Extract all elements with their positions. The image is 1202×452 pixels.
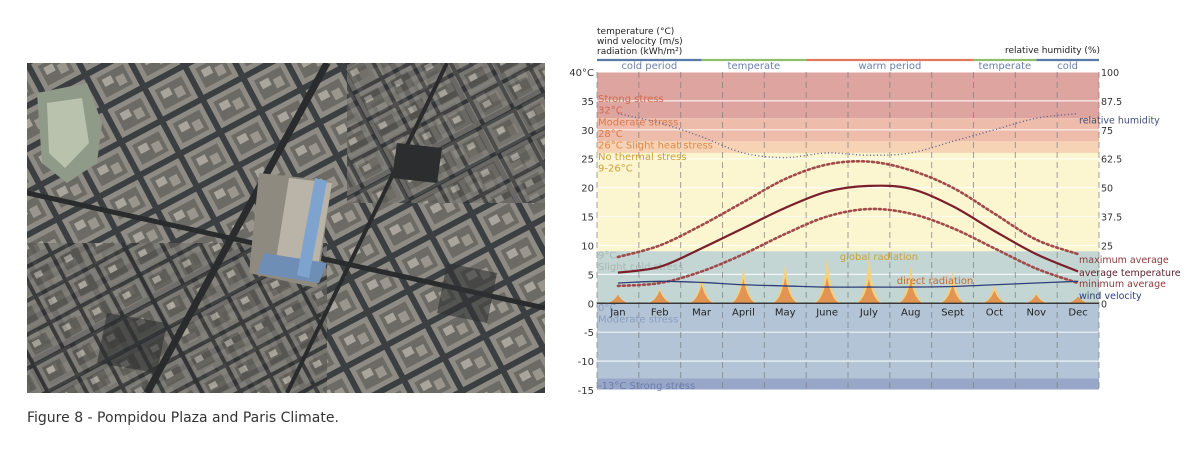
left-axis-title-1: wind velocity (m/s): [597, 37, 683, 47]
band-label-3: 28°C: [598, 129, 623, 140]
month-label-3: April: [732, 307, 755, 318]
direct-radiation-peak-9: [980, 290, 1009, 304]
band-label-1: 32°C: [598, 106, 623, 117]
band-label-9: 0°C: [598, 303, 616, 314]
right-tick-6: 25: [1101, 241, 1113, 252]
aerial-city-photo-icon: [26, 61, 546, 395]
left-tick-5: 15: [581, 213, 594, 224]
band-label-4: 26°C Slight heat stress: [598, 140, 713, 151]
left-tick-6: 10: [581, 241, 594, 252]
month-label-9: Oct: [986, 307, 1003, 318]
month-label-10: Nov: [1026, 307, 1046, 318]
direct-radiation-peak-2: [687, 284, 716, 304]
left-tick-9: -5: [584, 328, 594, 339]
climate-chart: cold period temperate warm period temperate…: [560, 18, 1200, 403]
direct-radiation-peak-7: [896, 281, 925, 304]
month-label-6: July: [859, 307, 878, 318]
direct-radiation-peak-4: [771, 277, 800, 304]
direct-radiation-peak-5: [812, 277, 842, 304]
month-label-8: Sept: [941, 307, 964, 318]
band-label-10: Moderate stress: [598, 314, 678, 325]
left-tick-3: 25: [581, 155, 594, 166]
month-label-2: Mar: [692, 307, 712, 318]
left-tick-10: -10: [578, 357, 594, 368]
left-tick-4: 20: [581, 184, 594, 195]
right-tick-0: 100: [1101, 68, 1119, 79]
band-label-7: 9°C: [598, 250, 616, 261]
direct-radiation-peak-10: [1022, 294, 1051, 304]
direct-radiation-peak-11: [1063, 296, 1093, 304]
right-tick-7: 0: [1101, 299, 1107, 310]
right-legend-0: maximum average: [1079, 255, 1169, 266]
month-label-4: May: [775, 307, 796, 318]
period-label-0: cold period: [621, 61, 677, 72]
right-legend-2: minimum average: [1079, 279, 1166, 290]
band-label-11: -13°C Strong stress: [598, 381, 695, 392]
series-line-0: [616, 159, 1080, 259]
right-legend-1: average temperature: [1079, 268, 1181, 279]
band-label-0: Strong stress: [598, 94, 664, 105]
month-label-5: June: [815, 307, 838, 318]
month-label-1: Feb: [651, 307, 669, 318]
direct-radiation-peak-8: [938, 284, 967, 304]
left-tick-11: -15: [578, 386, 594, 397]
series-line-2: [616, 207, 1080, 288]
left-tick-1: 35: [581, 97, 594, 108]
right-axis-title: relative humidity (%): [1005, 46, 1100, 56]
right-tick-3: 62.5: [1101, 155, 1122, 166]
right-tick-1: 87.5: [1101, 97, 1122, 108]
month-label-11: Dec: [1068, 307, 1087, 318]
climate-chart-svg: cold period temperate warm period temperate…: [569, 27, 1181, 397]
series-line-3: [617, 280, 1079, 288]
direct-radiation-peak-3: [729, 278, 758, 304]
period-label-3: temperate: [979, 61, 1032, 72]
series-line-1: [617, 184, 1079, 274]
left-axis-title-2: radiation (kWh/m²): [597, 47, 682, 57]
right-tick-4: 50: [1101, 184, 1113, 195]
direct-radiation-peak-1: [645, 290, 674, 304]
left-tick-2: 30: [581, 126, 594, 137]
period-label-1: temperate: [728, 61, 781, 72]
left-tick-7: 5: [588, 270, 594, 281]
left-tick-0: 40°C: [569, 68, 594, 79]
band-label-2: Moderate stress: [598, 117, 678, 128]
direct-radiation-label: direct radiation: [897, 276, 973, 287]
band-label-6: 9-26°C: [598, 164, 633, 175]
band-label-5: No thermal stress: [598, 152, 687, 163]
month-label-7: Aug: [901, 307, 921, 318]
direct-radiation-peak-6: [854, 278, 884, 304]
direct-radiation-peak-0: [603, 294, 633, 304]
left-axis-title-0: temperature (°C): [597, 27, 674, 37]
right-tick-2: 75: [1101, 126, 1113, 137]
figure-caption: Figure 8 - Pompidou Plaza and Paris Clim…: [27, 410, 339, 426]
global-radiation-label: global radiation: [840, 252, 918, 263]
period-label-2: warm period: [858, 61, 921, 72]
right-legend-3: wind velocity: [1079, 291, 1142, 302]
left-tick-8: 0: [588, 299, 594, 310]
month-label-0: Jan: [609, 307, 625, 318]
band-label-8: Slight cold stress: [598, 262, 683, 273]
aerial-photo: [26, 61, 546, 395]
right-tick-5: 37.5: [1101, 213, 1122, 224]
relative-humidity-label: relative humidity: [1079, 116, 1160, 127]
period-label-4: cold: [1057, 61, 1078, 72]
